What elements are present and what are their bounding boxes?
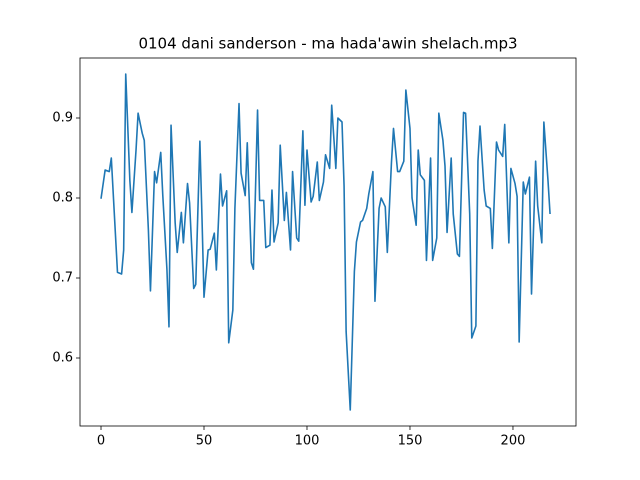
y-tick-label: 0.8 — [52, 191, 73, 206]
x-tick-label: 50 — [196, 434, 213, 449]
x-tick-label: 150 — [398, 434, 423, 449]
y-tick-label: 0.6 — [52, 351, 73, 366]
x-tick-label: 100 — [295, 434, 320, 449]
x-tick-label: 0 — [97, 434, 105, 449]
y-tick-label: 0.7 — [52, 271, 73, 286]
x-tick-label: 200 — [501, 434, 526, 449]
chart-title: 0104 dani sanderson - ma hada'awin shela… — [138, 35, 517, 53]
data-line — [100, 73, 551, 411]
plot-frame — [79, 57, 577, 427]
y-tick-label: 0.9 — [52, 111, 73, 126]
